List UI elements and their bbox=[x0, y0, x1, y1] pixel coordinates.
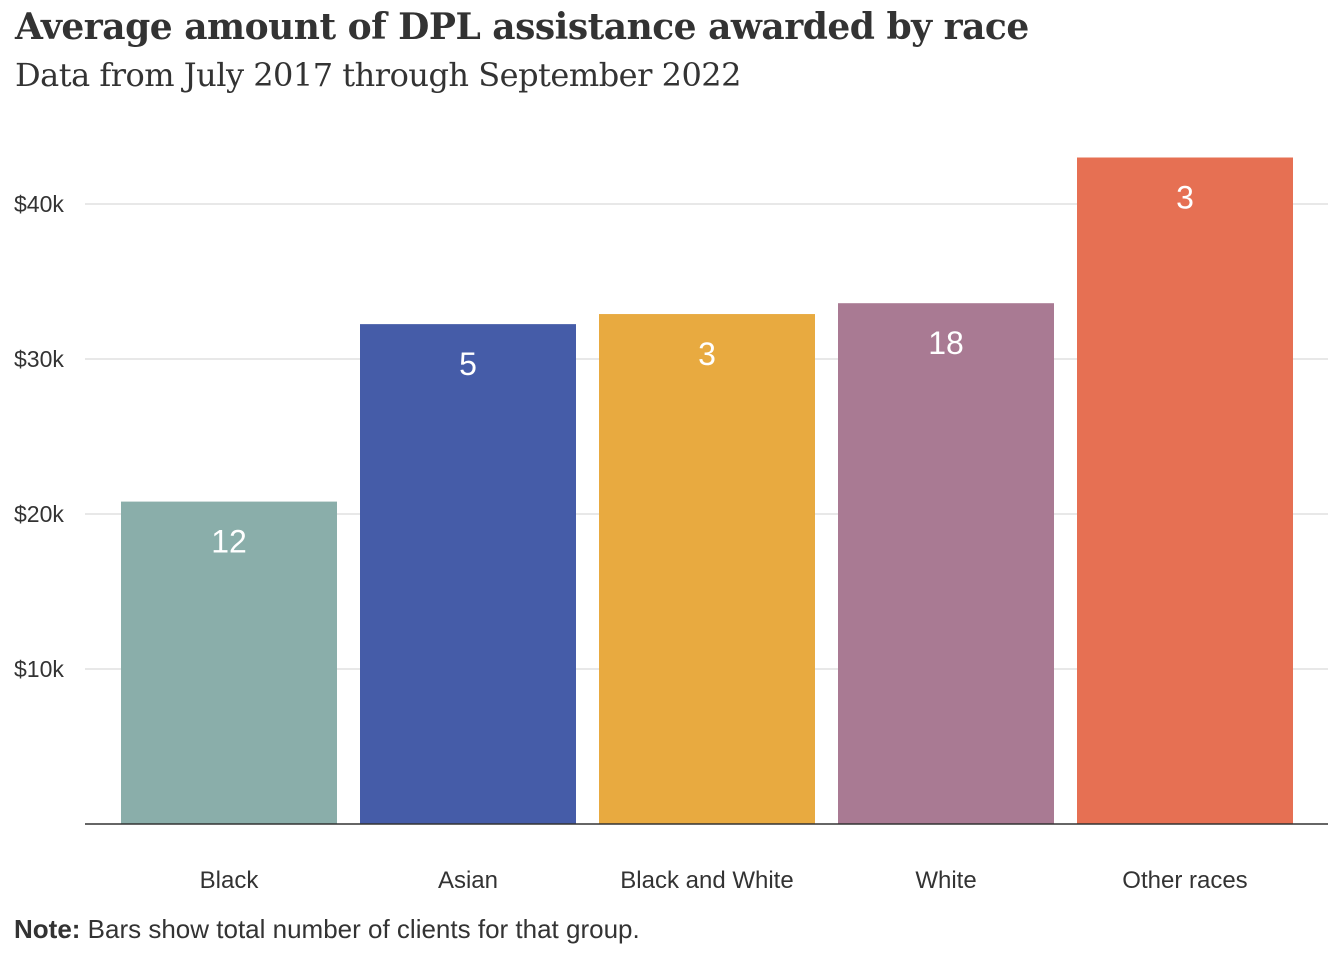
note-text: Bars show total number of clients for th… bbox=[80, 914, 640, 944]
x-tick-label: Asian bbox=[438, 867, 498, 894]
bar bbox=[360, 324, 576, 824]
data-label: 3 bbox=[698, 336, 716, 372]
data-label: 12 bbox=[211, 524, 247, 560]
x-tick-label: Black bbox=[200, 867, 260, 894]
x-tick-label: Other races bbox=[1122, 867, 1247, 894]
bar bbox=[599, 314, 815, 824]
bar bbox=[1077, 157, 1293, 824]
x-tick-label: Black and White bbox=[620, 867, 793, 894]
y-tick-label: $10k bbox=[14, 656, 64, 682]
bar bbox=[838, 303, 1054, 824]
bar bbox=[121, 501, 337, 824]
data-label: 18 bbox=[928, 325, 964, 361]
data-label: 3 bbox=[1176, 180, 1194, 216]
note-label: Note: bbox=[14, 914, 81, 944]
chart-subtitle: Data from July 2017 through September 20… bbox=[15, 56, 742, 94]
chart-title: Average amount of DPL assistance awarded… bbox=[15, 6, 1029, 48]
y-tick-label: $40k bbox=[14, 191, 64, 217]
y-tick-label: $20k bbox=[14, 501, 64, 527]
y-tick-label: $30k bbox=[14, 346, 64, 372]
chart-note: Note: Bars show total number of clients … bbox=[14, 914, 640, 945]
data-label: 5 bbox=[459, 346, 477, 382]
x-tick-label: White bbox=[915, 867, 976, 894]
